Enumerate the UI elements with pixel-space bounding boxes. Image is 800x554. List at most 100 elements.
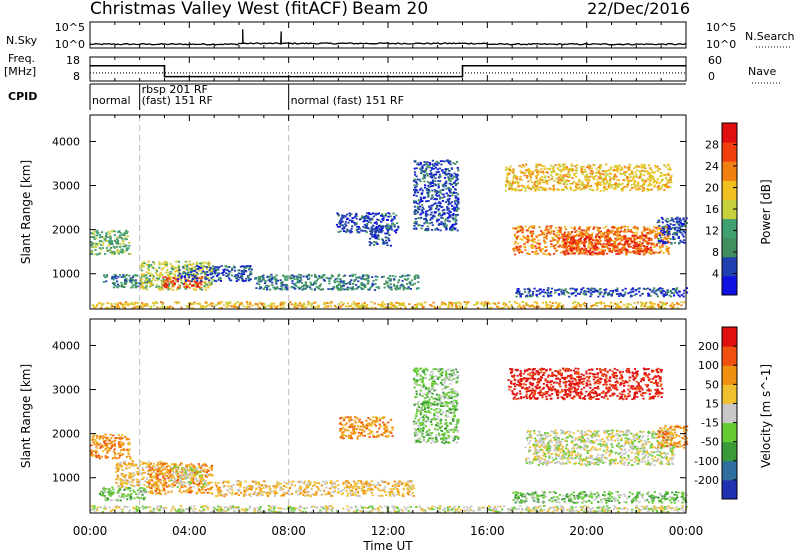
echo-cell <box>626 175 629 178</box>
echo-cell <box>386 244 389 247</box>
echo-cell <box>214 268 217 271</box>
echo-cell <box>454 202 457 205</box>
echo-cell <box>668 167 671 169</box>
echo-cell <box>516 242 520 245</box>
echo-cell <box>178 274 181 277</box>
echo-cell <box>519 238 522 240</box>
echo-cell <box>233 304 236 307</box>
echo-cell <box>270 273 273 276</box>
echo-cell <box>343 280 346 282</box>
echo-cell <box>228 277 231 280</box>
echo-cell <box>552 233 555 235</box>
echo-cell <box>444 219 447 222</box>
colorbar-tick-label: 20 <box>705 182 719 195</box>
echo-cell <box>201 268 204 270</box>
echo-cell <box>218 307 222 309</box>
echo-cell <box>218 302 221 305</box>
echo-cell <box>386 219 389 221</box>
echo-cell <box>628 166 631 169</box>
echo-cell <box>577 302 580 305</box>
echo-cell <box>433 215 436 218</box>
echo-cell <box>338 303 341 305</box>
echo-cell <box>366 212 369 215</box>
echo-cell <box>339 230 342 233</box>
echo-cell <box>541 165 544 167</box>
echo-cell <box>156 278 159 281</box>
echo-cell <box>557 176 561 179</box>
echo-cell <box>116 251 119 254</box>
echo-cell <box>449 215 452 218</box>
echo-cell <box>562 251 565 254</box>
echo-cell <box>96 244 99 246</box>
echo-cell <box>123 302 126 305</box>
echo-cell <box>509 165 512 168</box>
echo-cell <box>455 176 458 179</box>
echo-cell <box>174 301 177 304</box>
echo-cell <box>158 276 161 278</box>
echo-cell <box>325 276 328 279</box>
echo-cell <box>337 213 340 216</box>
echo-cell <box>449 191 452 194</box>
echo-cell <box>558 229 561 232</box>
echo-cell <box>662 295 666 298</box>
echo-cell <box>399 286 402 289</box>
echo-cell <box>291 280 294 282</box>
echo-cell <box>603 249 606 252</box>
echo-cell <box>657 238 660 240</box>
echo-cell <box>527 236 530 239</box>
echo-cell <box>109 239 112 241</box>
echo-cell <box>573 239 576 242</box>
echo-cell <box>518 292 521 294</box>
echo-cell <box>456 229 459 232</box>
echo-cell <box>290 303 293 306</box>
echo-cell <box>261 278 264 281</box>
echo-cell <box>296 277 299 280</box>
echo-cell <box>456 193 460 196</box>
echo-cell <box>672 288 675 290</box>
echo-cell <box>508 186 511 188</box>
echo-cell <box>420 227 423 230</box>
echo-cell <box>184 281 187 284</box>
echo-cell <box>117 239 120 242</box>
echo-cell <box>663 241 666 243</box>
echo-cell <box>584 293 588 295</box>
echo-cell <box>653 171 657 174</box>
echo-cell <box>424 184 427 187</box>
echo-cell <box>393 285 396 287</box>
echo-cell <box>598 231 601 234</box>
echo-cell <box>181 272 185 275</box>
echo-cell <box>97 302 100 305</box>
echo-cell <box>142 287 145 290</box>
echo-cell <box>539 250 543 253</box>
echo-cell <box>373 234 376 236</box>
echo-cell <box>360 217 363 219</box>
echo-cell <box>167 285 170 288</box>
echo-cell <box>134 282 137 285</box>
echo-cell <box>629 291 632 294</box>
echo-cell <box>223 268 226 271</box>
echo-cell <box>177 274 180 277</box>
echo-cell <box>450 168 454 170</box>
echo-cell <box>616 252 619 255</box>
echo-cell <box>606 247 610 250</box>
echo-cell <box>416 162 419 165</box>
colorbar-tick-label: 4 <box>712 268 719 281</box>
echo-cell <box>119 232 122 234</box>
echo-cell <box>562 289 565 292</box>
echo-cell <box>642 187 645 190</box>
echo-cell <box>563 250 566 253</box>
echo-cell <box>161 303 164 306</box>
echo-cell <box>454 163 457 165</box>
echo-cell <box>435 218 438 221</box>
echo-cell <box>557 234 560 237</box>
echo-cell <box>376 213 379 215</box>
echo-cell <box>98 252 101 255</box>
echo-cell <box>280 301 283 304</box>
echo-cell <box>191 302 194 305</box>
echo-cell <box>515 247 518 250</box>
echo-cell <box>635 235 638 237</box>
echo-cell <box>95 305 98 308</box>
echo-cell <box>441 160 444 162</box>
echo-cell <box>396 302 399 304</box>
echo-cell <box>557 231 560 233</box>
